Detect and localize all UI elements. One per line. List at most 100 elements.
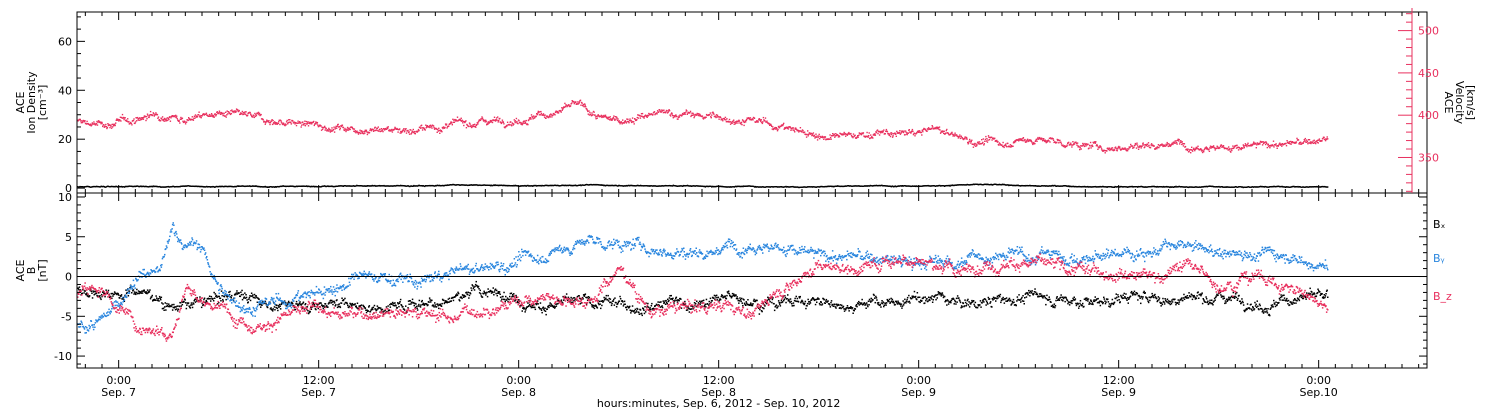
ion-density-point [614,184,617,187]
ion-density-point [689,185,692,187]
velocity-point [328,127,330,130]
velocity-point [920,131,922,134]
ion-density-point [410,185,413,187]
velocity-point [173,115,176,117]
velocity-point [792,127,795,129]
velocity-point [685,111,687,113]
ion-density-point [1001,183,1004,185]
ion-density-point [615,184,617,187]
ion-density-point [846,185,848,187]
ion-density-point [1177,186,1180,188]
ion-density-point [155,185,157,188]
velocity-point [586,109,588,111]
ion-density-point [1324,186,1327,188]
velocity-point [622,119,624,121]
bx-point [374,308,377,310]
velocity-point [705,116,707,118]
bx-point [413,304,415,307]
velocity-point [723,117,725,120]
ion-density-point [1026,185,1028,187]
bx-point [168,305,170,308]
velocity-point [631,120,633,123]
velocity-point [191,116,193,118]
bx-point [77,287,80,289]
bx-point [174,308,177,311]
bx-point [220,290,223,292]
velocity-point [724,118,726,121]
velocity-point [212,114,214,116]
velocity-point [1038,136,1041,139]
ion-density-point [656,185,658,187]
velocity-point [1192,148,1194,150]
ion-density-point [992,184,994,186]
ion-density-point [1262,186,1265,188]
bx-point [218,295,220,298]
bx-point [420,300,423,303]
velocity-point [615,118,617,120]
velocity-point [416,131,419,133]
ion-density-point [918,185,921,187]
velocity-point [1232,145,1234,147]
velocity-point [402,129,405,131]
ion-density-point [1305,186,1307,188]
velocity-point [394,127,397,129]
velocity-point [743,124,745,127]
bx-point [105,289,107,291]
velocity-point [514,120,517,122]
ion-density-point [338,185,340,187]
velocity-point [205,113,207,115]
velocity-point [889,135,892,138]
ion-density-point [399,184,402,187]
bx-point [412,301,415,304]
velocity-point [223,112,225,114]
velocity-point [1095,145,1098,147]
ion-density-point [663,185,665,187]
velocity-point [844,132,846,135]
velocity-point [746,118,748,121]
ion-density-point [1198,186,1200,188]
velocity-point [1300,143,1303,145]
ion-density-point [1223,186,1226,188]
velocity-point [134,122,136,125]
velocity-point [742,121,745,123]
velocity-point [278,120,280,123]
ion-density-point [304,185,306,187]
ion-density-point [321,185,324,187]
bx-point [203,297,206,299]
ion-density-point [630,184,632,187]
velocity-point [927,127,930,129]
velocity-point [277,122,279,125]
velocity-point [1167,145,1169,148]
bx-point [200,306,203,309]
ion-density-point [82,186,84,188]
velocity-point [1194,149,1196,152]
ion-density-point [1203,185,1205,188]
bx-point [512,295,514,297]
bx-point [365,311,368,314]
bx-point [103,292,106,295]
ion-density-point [961,184,963,186]
velocity-point [1172,141,1175,143]
bx-point [596,307,599,309]
ion-density-point [165,186,167,188]
bx-point [162,307,165,309]
velocity-point [1075,142,1078,145]
ion-density-point [184,185,186,187]
velocity-point [780,125,782,127]
velocity-point [957,135,959,137]
ion-density-point [1254,186,1256,188]
velocity-point [495,119,497,121]
velocity-point [634,118,636,121]
velocity-point [1317,142,1319,144]
velocity-point [883,129,885,131]
velocity-point [972,143,974,145]
ion-density-point [202,185,204,188]
velocity-point [587,110,589,113]
bx-point [98,292,100,294]
velocity-point [732,121,734,123]
ion-density-point [940,185,943,187]
ion-density-point [693,185,696,187]
bx-point [214,293,217,295]
velocity-point [218,112,220,115]
bx-point [476,285,479,287]
